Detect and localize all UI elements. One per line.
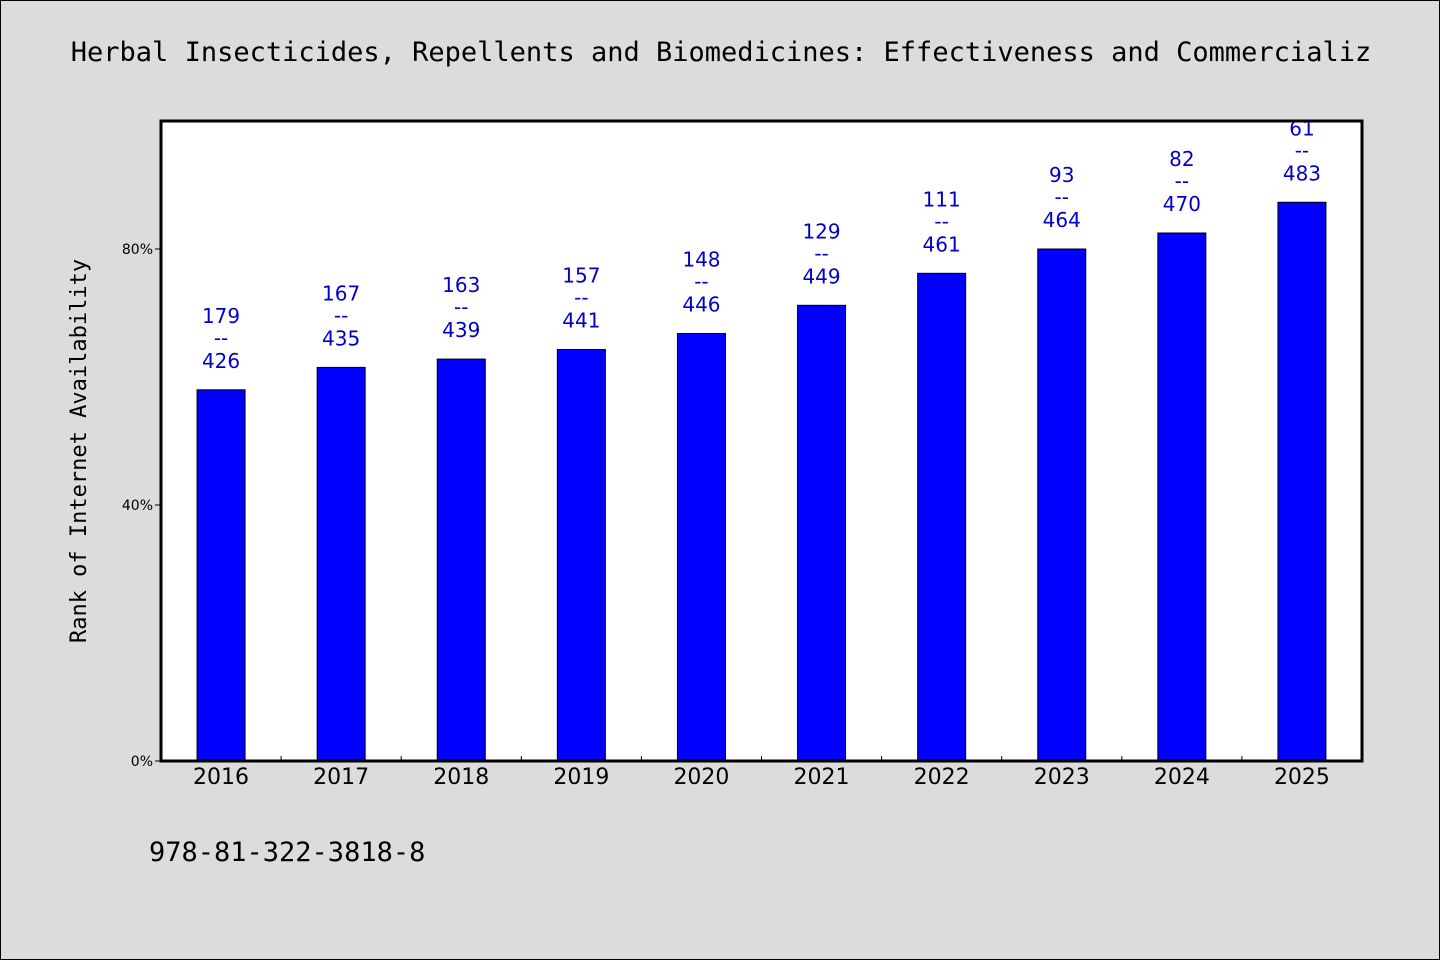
- bar-label-sep-2020: --: [694, 269, 708, 293]
- bar-label-top-2023: 93: [1049, 163, 1074, 187]
- bar-label-top-2022: 111: [923, 187, 961, 211]
- x-tick-label-2021: 2021: [794, 765, 850, 790]
- x-tick-label-2017: 2017: [313, 765, 369, 790]
- bar-label-bottom-2019: 441: [562, 308, 600, 332]
- x-tick-label-2023: 2023: [1034, 765, 1090, 790]
- x-tick-label-2025: 2025: [1274, 765, 1330, 790]
- bar-label-top-2020: 148: [682, 247, 720, 271]
- bar-2019: [556, 348, 606, 762]
- x-tick-label-2022: 2022: [914, 765, 970, 790]
- bar-label-bottom-2025: 483: [1283, 161, 1321, 185]
- bar-label-sep-2018: --: [454, 295, 468, 319]
- bar-2025: [1277, 201, 1327, 762]
- bar-label-top-2025: 61: [1289, 116, 1314, 140]
- bar-2023: [1037, 248, 1087, 762]
- bar-2016: [196, 389, 246, 762]
- bar-label-sep-2017: --: [334, 303, 348, 327]
- bar-2020: [676, 332, 726, 762]
- bar-label-bottom-2018: 439: [442, 318, 480, 342]
- bar-2018: [436, 358, 486, 762]
- x-tick-label-2016: 2016: [193, 765, 249, 790]
- y-tick-label-1: 40%: [122, 498, 153, 514]
- bar-label-top-2021: 129: [802, 219, 840, 243]
- x-tick-label-2020: 2020: [673, 765, 729, 790]
- bar-label-top-2018: 163: [442, 273, 480, 297]
- y-tick-label-0: 0%: [131, 754, 153, 770]
- bar-label-top-2024: 82: [1169, 147, 1194, 171]
- bar-2024: [1157, 232, 1207, 762]
- bar-label-sep-2024: --: [1175, 169, 1189, 193]
- bar-label-bottom-2017: 435: [322, 326, 360, 350]
- bar-label-bottom-2024: 470: [1163, 192, 1201, 216]
- bar-label-sep-2019: --: [574, 285, 588, 309]
- x-tick-label-2024: 2024: [1154, 765, 1210, 790]
- bar-2017: [316, 366, 366, 762]
- bar-label-bottom-2022: 461: [923, 232, 961, 256]
- x-tick-label-2018: 2018: [433, 765, 489, 790]
- plot-frame: [159, 119, 1364, 763]
- bar-label-sep-2022: --: [934, 209, 948, 233]
- bar-label-top-2019: 157: [562, 263, 600, 287]
- bar-label-sep-2016: --: [214, 326, 228, 350]
- bar-label-bottom-2020: 446: [682, 292, 720, 316]
- bar-label-top-2017: 167: [322, 281, 360, 305]
- bar-label-bottom-2021: 449: [802, 264, 840, 288]
- bar-label-top-2016: 179: [202, 304, 240, 328]
- bar-label-sep-2023: --: [1055, 185, 1069, 209]
- bar-label-bottom-2023: 464: [1043, 208, 1081, 232]
- chart-title: Herbal Insecticides, Repellents and Biom…: [70, 37, 1372, 68]
- bar-2021: [797, 304, 847, 762]
- y-axis-label: Rank of Internet Availability: [67, 259, 92, 643]
- y-tick-label-2: 80%: [122, 242, 153, 258]
- bar-label-sep-2025: --: [1295, 138, 1309, 162]
- x-tick-label-2019: 2019: [553, 765, 609, 790]
- bar-label-bottom-2016: 426: [202, 349, 240, 373]
- bar-label-sep-2021: --: [814, 241, 828, 265]
- isbn-text: 978-81-322-3818-8: [149, 837, 426, 868]
- bar-2022: [917, 272, 967, 762]
